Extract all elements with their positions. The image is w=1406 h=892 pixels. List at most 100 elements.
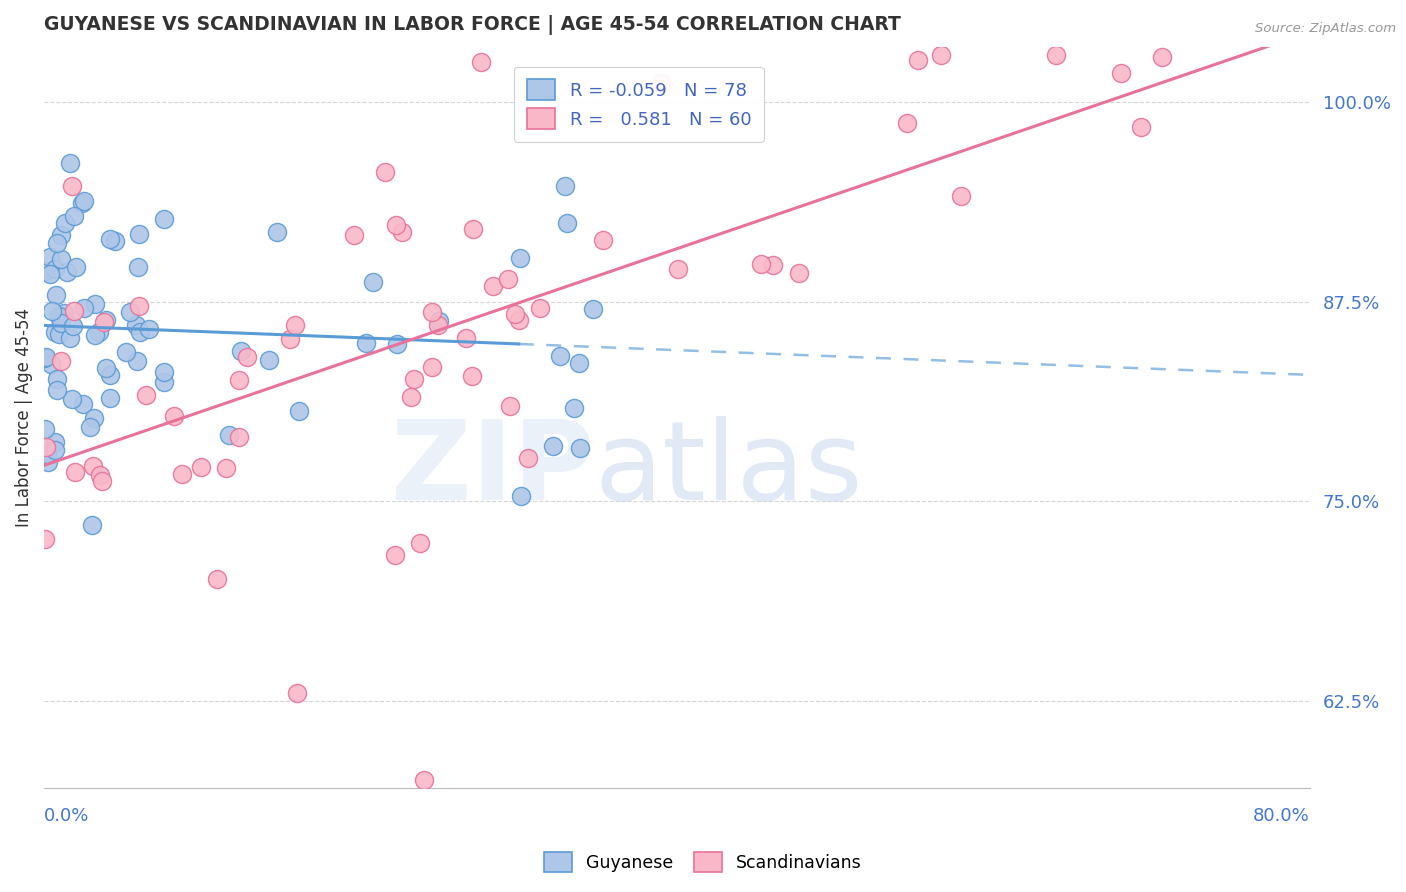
Point xyxy=(59,156,82,170)
Point xyxy=(257,352,280,367)
Point xyxy=(37,447,59,461)
Point xyxy=(1129,120,1152,134)
Point xyxy=(236,351,259,365)
Point xyxy=(98,391,121,405)
Point xyxy=(59,331,82,345)
Point xyxy=(98,231,121,245)
Point xyxy=(391,225,413,239)
Point xyxy=(84,297,107,311)
Point xyxy=(51,252,73,267)
Point xyxy=(228,374,250,388)
Point xyxy=(91,475,114,489)
Point xyxy=(45,287,67,301)
Point xyxy=(569,442,592,456)
Text: 80.0%: 80.0% xyxy=(1253,807,1310,825)
Point xyxy=(84,327,107,342)
Point xyxy=(285,685,308,699)
Point xyxy=(53,216,76,230)
Point xyxy=(666,262,689,277)
Point xyxy=(427,313,450,327)
Point xyxy=(35,350,58,364)
Point xyxy=(73,194,96,208)
Point xyxy=(87,326,110,340)
Point xyxy=(49,228,72,243)
Point xyxy=(470,55,492,70)
Point xyxy=(128,227,150,242)
Point xyxy=(79,420,101,434)
Point xyxy=(510,489,533,503)
Point xyxy=(554,179,576,194)
Point xyxy=(205,572,228,586)
Point xyxy=(509,251,531,265)
Point xyxy=(568,356,591,370)
Point xyxy=(228,429,250,443)
Point xyxy=(266,226,288,240)
Point xyxy=(44,434,66,449)
Point xyxy=(555,215,578,229)
Point xyxy=(496,271,519,285)
Point xyxy=(73,301,96,316)
Point xyxy=(153,375,176,389)
Point xyxy=(38,268,60,282)
Point xyxy=(1109,66,1132,80)
Point xyxy=(516,451,538,466)
Point xyxy=(751,257,773,271)
Point xyxy=(550,349,572,363)
Point xyxy=(120,304,142,318)
Point xyxy=(454,331,477,345)
Point xyxy=(384,548,406,562)
Point xyxy=(420,305,443,319)
Point xyxy=(356,335,378,350)
Point xyxy=(503,307,526,321)
Point xyxy=(60,392,83,406)
Point xyxy=(44,326,66,340)
Point xyxy=(83,411,105,425)
Legend: R = -0.059   N = 78, R =   0.581   N = 60: R = -0.059 N = 78, R = 0.581 N = 60 xyxy=(513,67,763,142)
Point xyxy=(65,260,87,275)
Point xyxy=(35,440,58,454)
Point xyxy=(44,262,66,277)
Point xyxy=(1045,47,1067,62)
Point xyxy=(63,465,86,479)
Point xyxy=(127,354,149,368)
Point xyxy=(94,312,117,326)
Point xyxy=(80,518,103,533)
Point xyxy=(153,212,176,227)
Point xyxy=(52,306,75,320)
Text: 0.0%: 0.0% xyxy=(44,807,90,825)
Point xyxy=(48,326,70,341)
Point xyxy=(115,344,138,359)
Point xyxy=(55,265,77,279)
Text: atlas: atlas xyxy=(595,416,863,523)
Point xyxy=(461,368,484,383)
Text: GUYANESE VS SCANDINAVIAN IN LABOR FORCE | AGE 45-54 CORRELATION CHART: GUYANESE VS SCANDINAVIAN IN LABOR FORCE … xyxy=(44,15,901,35)
Point xyxy=(481,279,503,293)
Point xyxy=(215,461,238,475)
Point xyxy=(284,318,307,332)
Point xyxy=(125,318,148,332)
Point xyxy=(127,260,149,274)
Point xyxy=(950,189,973,203)
Point xyxy=(508,313,530,327)
Point xyxy=(34,422,56,436)
Point xyxy=(49,316,72,330)
Point xyxy=(41,304,63,318)
Point xyxy=(128,299,150,313)
Point xyxy=(104,234,127,248)
Point xyxy=(37,455,59,469)
Legend: Guyanese, Scandinavians: Guyanese, Scandinavians xyxy=(537,845,869,879)
Point xyxy=(62,318,84,333)
Point xyxy=(170,467,193,482)
Point xyxy=(762,258,785,272)
Point xyxy=(231,343,253,358)
Text: Source: ZipAtlas.com: Source: ZipAtlas.com xyxy=(1256,22,1396,36)
Point xyxy=(89,468,111,483)
Point xyxy=(650,77,672,91)
Point xyxy=(39,251,62,265)
Point xyxy=(412,773,434,788)
Point xyxy=(399,390,422,404)
Point xyxy=(44,442,66,457)
Point xyxy=(896,116,918,130)
Point xyxy=(60,178,83,193)
Point xyxy=(49,354,72,368)
